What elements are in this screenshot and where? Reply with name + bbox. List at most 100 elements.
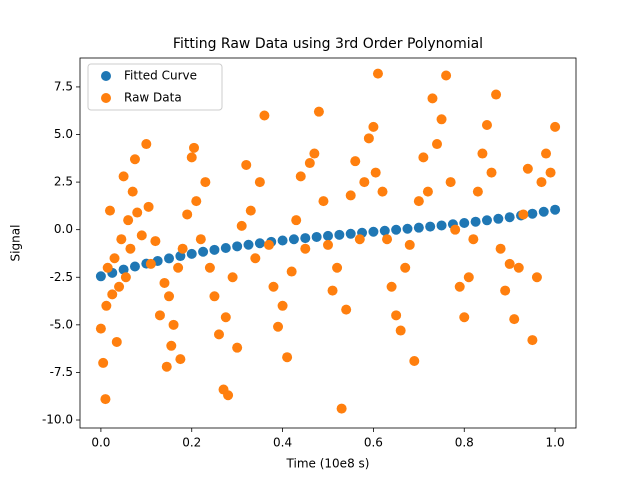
scatter-point (245, 205, 256, 216)
scatter-point (445, 177, 456, 188)
scatter-point (200, 177, 211, 188)
scatter-point (182, 209, 193, 220)
scatter-point (368, 226, 379, 237)
scatter-point (300, 233, 311, 244)
scatter-point (95, 271, 106, 282)
scatter-point (354, 234, 365, 245)
y-tick-label: 7.5 (54, 79, 73, 93)
scatter-point (395, 325, 406, 336)
scatter-point (116, 234, 127, 245)
scatter-point (323, 230, 333, 241)
scatter-point (100, 394, 111, 405)
scatter-point (95, 323, 106, 334)
scatter-point (232, 241, 243, 252)
scatter-point (372, 68, 383, 79)
scatter-point (268, 281, 279, 292)
scatter-point (550, 204, 561, 215)
scatter-point (336, 403, 347, 414)
scatter-point (327, 285, 338, 296)
scatter-point (125, 243, 136, 254)
scatter-point (402, 223, 413, 234)
chart-title: Fitting Raw Data using 3rd Order Polynom… (173, 36, 483, 52)
scatter-point (368, 121, 379, 132)
scatter-point (295, 171, 306, 182)
scatter-point (454, 281, 465, 292)
scatter-point (227, 272, 238, 283)
scatter-point (334, 229, 345, 240)
x-axis-label: Time (10e8 s) (286, 457, 370, 471)
scatter-point (513, 262, 524, 273)
scatter-point (123, 215, 134, 226)
legend: Fitted Curve Raw Data (87, 63, 223, 111)
scatter-point (345, 190, 356, 201)
scatter-point (161, 361, 172, 372)
scatter-point (277, 300, 288, 311)
scatter-point (223, 390, 234, 401)
x-tick-label: 0.2 (182, 436, 201, 450)
legend-label: Fitted Curve (124, 69, 197, 83)
scatter-point (493, 213, 504, 224)
scatter-point (254, 177, 265, 188)
scatter-point (250, 253, 261, 264)
scatter-point (241, 159, 252, 170)
scatter-point (481, 215, 492, 226)
scatter-point (404, 239, 415, 250)
scatter-point (136, 230, 147, 241)
legend-box (87, 63, 223, 111)
scatter-point (263, 239, 274, 250)
scatter-point (120, 272, 131, 283)
x-tick-label: 1.0 (546, 436, 565, 450)
scatter-point (220, 312, 231, 323)
scatter-point (318, 196, 329, 207)
scatter-point (450, 224, 461, 235)
scatter-point (550, 121, 561, 132)
scatter-point (313, 106, 324, 117)
scatter-point (189, 142, 200, 153)
scatter-point (141, 139, 152, 150)
scatter-point (291, 215, 302, 226)
y-tick-label: -5.0 (50, 317, 73, 331)
scatter-point (538, 206, 549, 217)
scatter-point (409, 356, 420, 367)
scatter-point (209, 291, 220, 302)
scatter-point (209, 244, 220, 255)
scatter-point (127, 186, 138, 197)
scatter-point (102, 262, 113, 273)
scatter-point (164, 253, 175, 264)
plot-area (95, 68, 561, 414)
scatter-point (213, 329, 224, 340)
scatter-point (481, 119, 492, 130)
scatter-point (400, 262, 411, 273)
scatter-point (198, 246, 209, 257)
scatter-point (531, 272, 542, 283)
scatter-point (332, 262, 343, 273)
scatter-point (504, 258, 515, 269)
scatter-point (114, 281, 125, 292)
scatter-point (159, 277, 170, 288)
scatter-point (536, 177, 547, 188)
axes-frame (79, 57, 577, 429)
scatter-point (391, 310, 402, 321)
scatter-point (111, 336, 122, 347)
scatter-point (132, 207, 143, 218)
scatter-point (359, 177, 370, 188)
scatter-point (527, 335, 538, 346)
scatter-point (118, 171, 129, 182)
y-axis-label: Signal (9, 225, 23, 262)
legend-label: Raw Data (124, 91, 182, 105)
scatter-point (282, 352, 293, 363)
x-tick-label: 0.4 (273, 436, 292, 450)
scatter-point (379, 225, 390, 236)
scatter-point (168, 319, 179, 330)
scatter-point (472, 186, 483, 197)
scatter-point (259, 110, 270, 121)
scatter-point (541, 148, 552, 159)
scatter-point (220, 243, 231, 254)
scatter-point (323, 239, 333, 250)
y-tick-label: -2.5 (50, 270, 73, 284)
scatter-point (186, 152, 197, 163)
scatter-point (107, 289, 118, 300)
x-tick-label: 0.8 (455, 436, 474, 450)
scatter-point (522, 163, 533, 174)
scatter-point (441, 70, 452, 81)
